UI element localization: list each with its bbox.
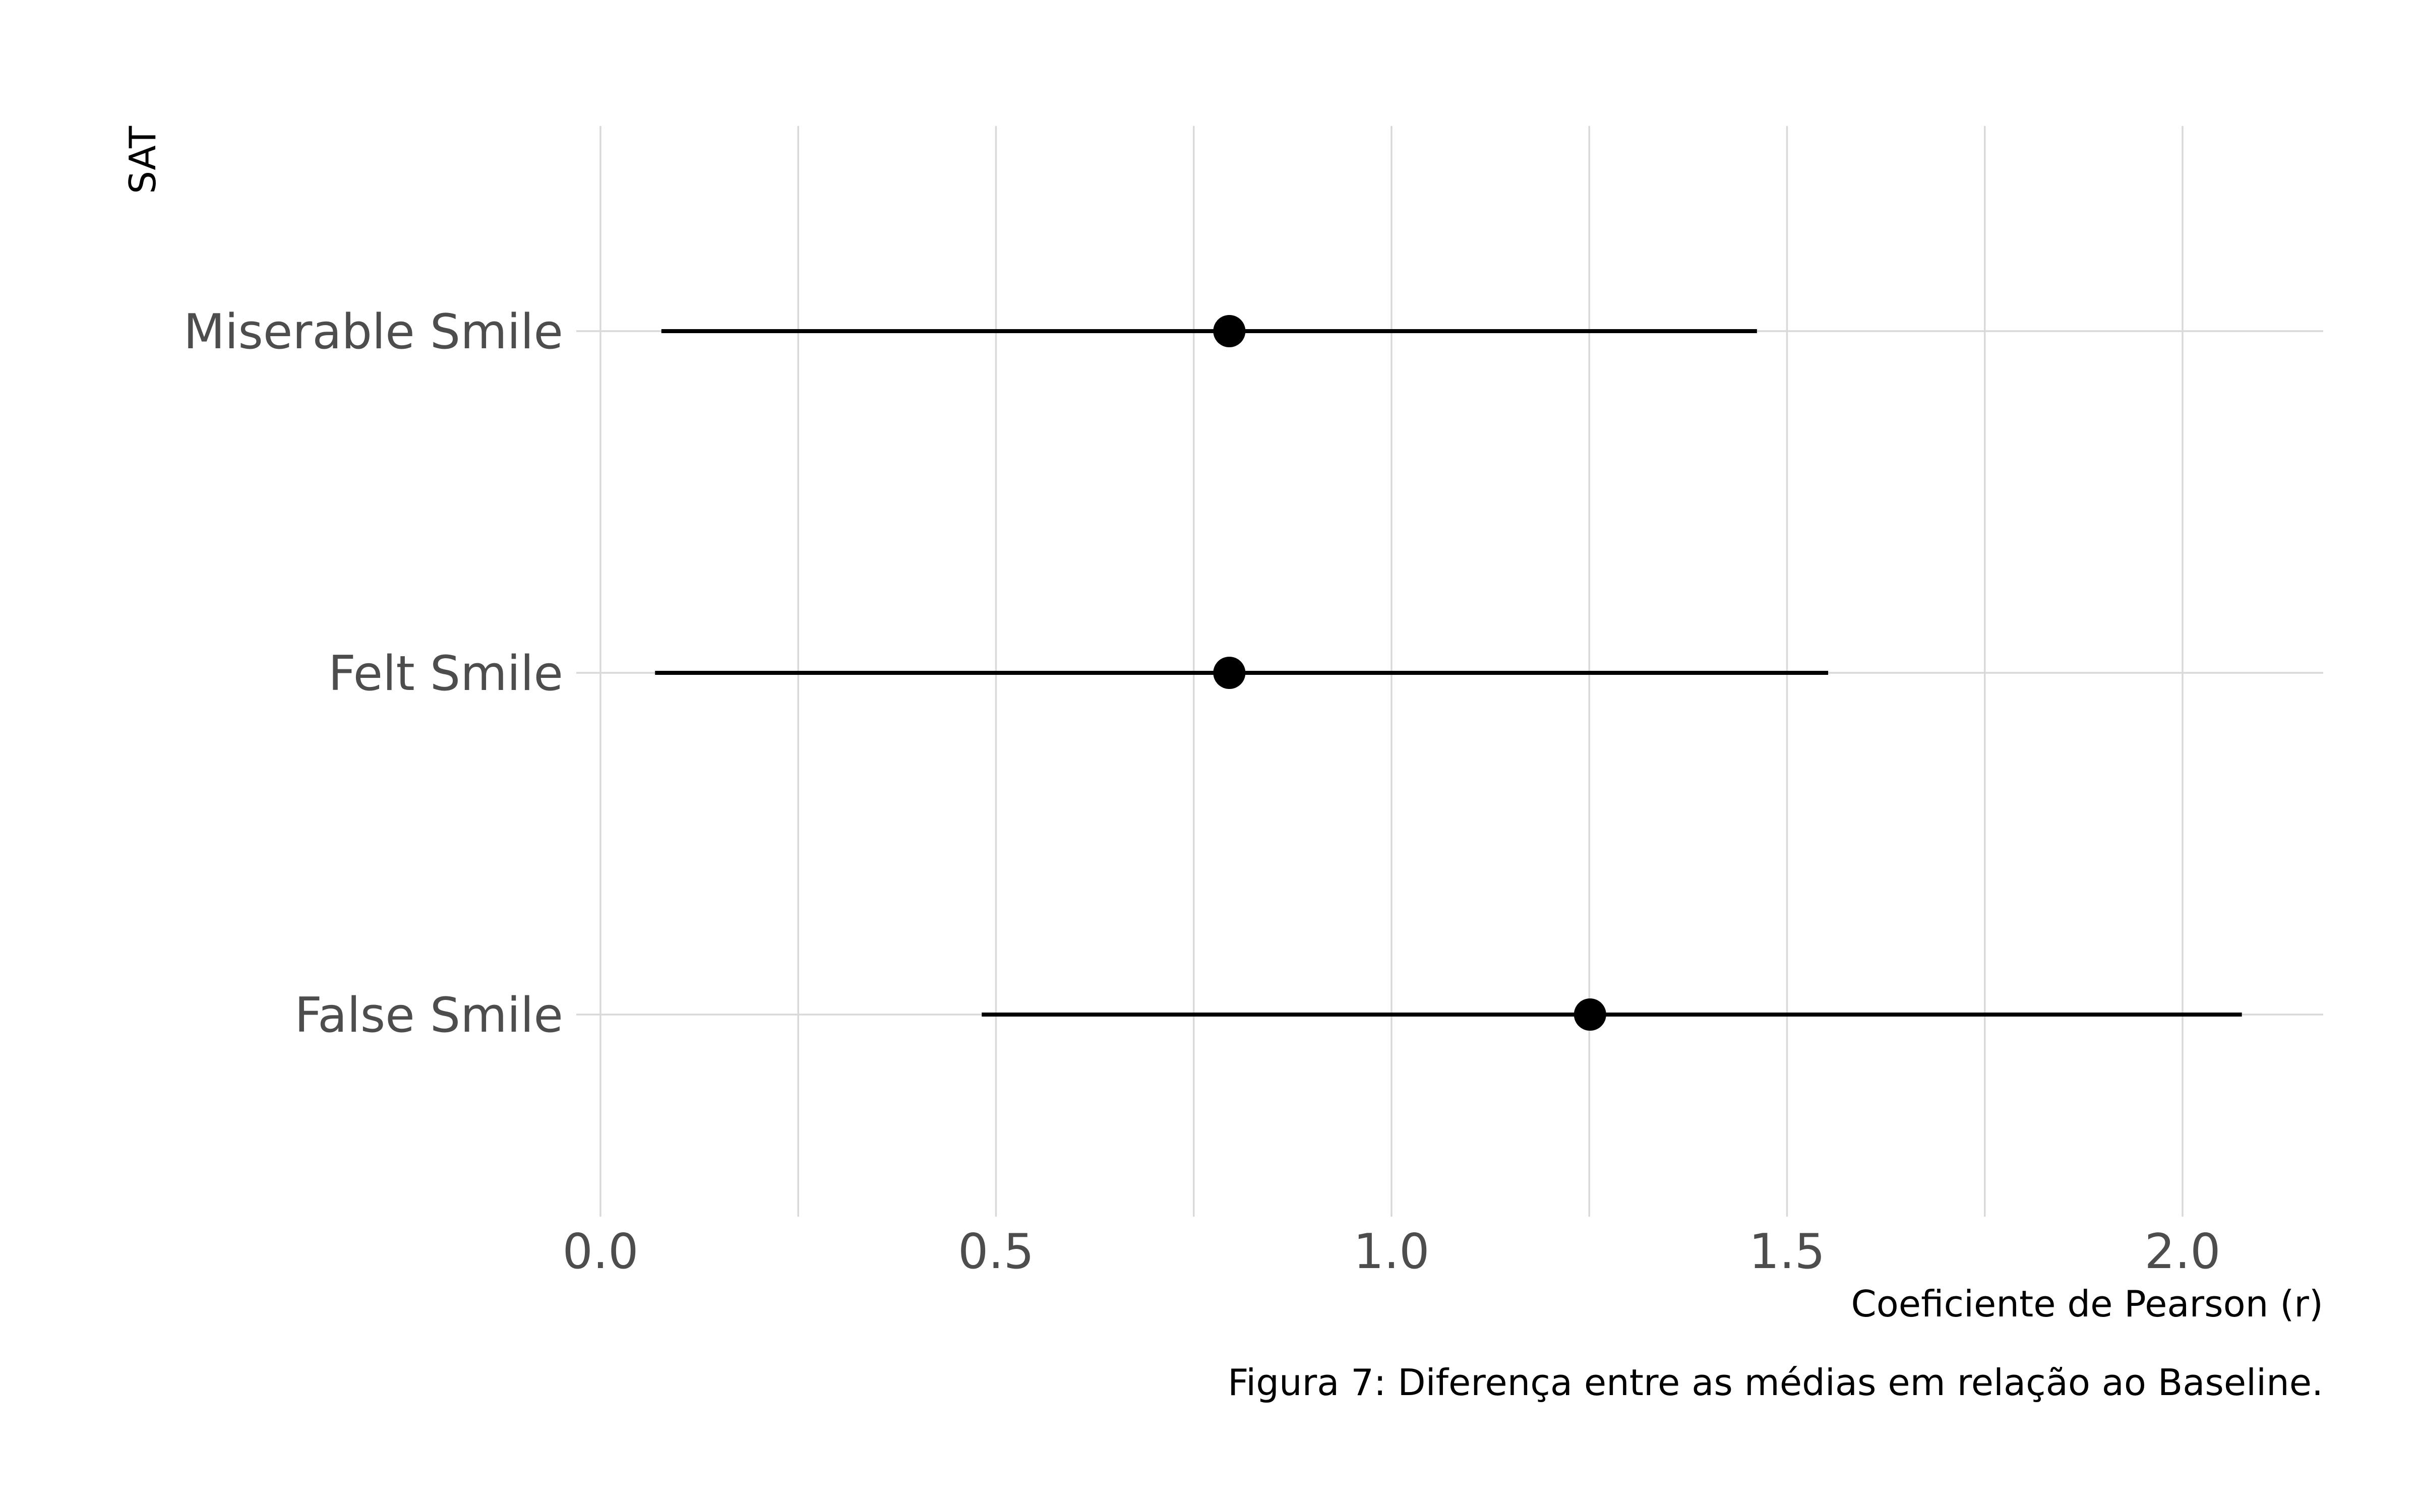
x-tick-label: 0.5	[958, 1224, 1034, 1280]
label-layer: Miserable Smile Felt Smile False Smile 0.0 0…	[184, 304, 2221, 1280]
estimate-point	[1213, 657, 1246, 689]
estimate-point	[1574, 998, 1606, 1031]
y-tick-label: False Smile	[294, 988, 563, 1043]
y-tick-label: Felt Smile	[328, 646, 563, 702]
estimate-point	[1213, 315, 1246, 347]
figure-caption: Figura 7: Diferença entre as médias em r…	[1228, 1361, 2323, 1404]
x-tick-label: 0.0	[562, 1224, 638, 1280]
x-tick-label: 1.5	[1749, 1224, 1825, 1280]
y-axis-title: SAT	[122, 125, 164, 194]
x-tick-label: 1.0	[1353, 1224, 1429, 1280]
x-tick-label: 2.0	[2144, 1224, 2220, 1280]
y-tick-layer	[576, 330, 600, 1016]
y-tick-label: Miserable Smile	[184, 304, 563, 360]
x-axis-title: Coeficiente de Pearson (r)	[1851, 1283, 2323, 1325]
mark-layer	[655, 315, 2242, 1031]
